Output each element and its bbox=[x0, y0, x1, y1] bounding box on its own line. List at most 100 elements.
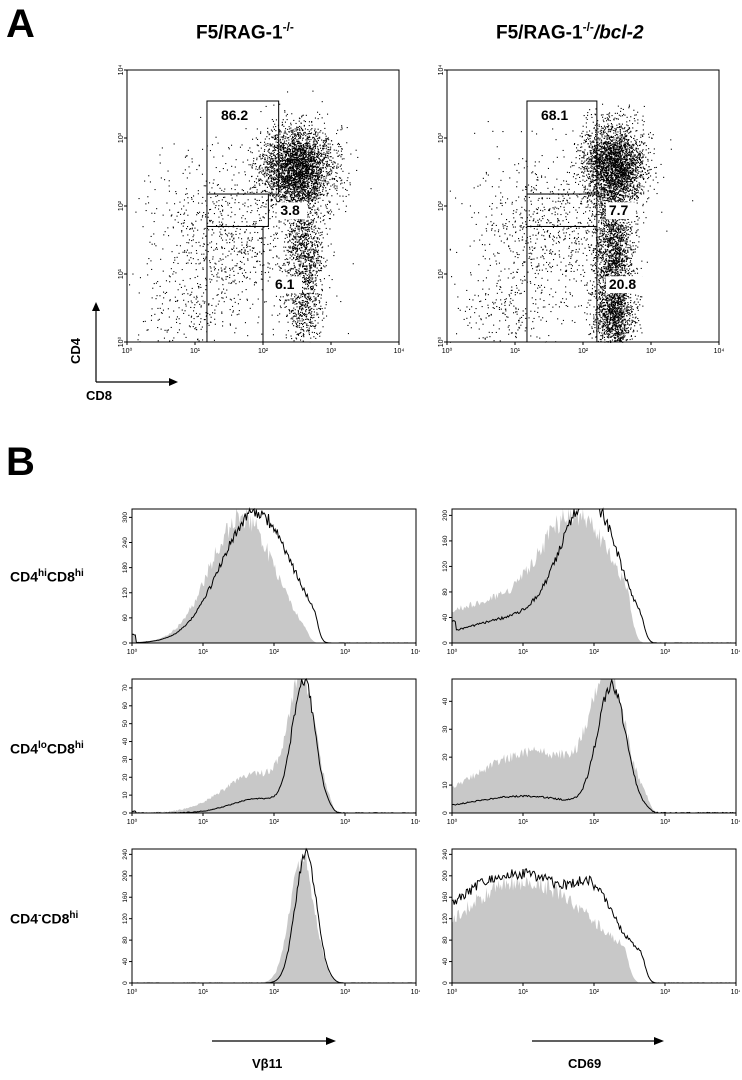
x-tick-label: 10¹ bbox=[198, 649, 209, 656]
y-tick-label: 50 bbox=[122, 720, 129, 728]
gate-percent-label: 86.2 bbox=[221, 107, 248, 123]
y-tick-label: 70 bbox=[122, 684, 129, 692]
up-arrow-icon bbox=[92, 302, 100, 311]
xlabel-cd69: CD69 bbox=[568, 1056, 602, 1071]
y-tick-label: 0 bbox=[122, 811, 129, 815]
y-tick-label: 0 bbox=[122, 641, 129, 645]
y-tick-label: 10² bbox=[438, 200, 445, 211]
x-tick-label: 10¹ bbox=[510, 348, 521, 355]
x-tick-label: 10³ bbox=[660, 649, 671, 656]
dot-cloud bbox=[449, 103, 694, 343]
x-tick-label: 10³ bbox=[660, 819, 671, 826]
x-tick-label: 10⁰ bbox=[447, 988, 458, 996]
x-tick-label: 10¹ bbox=[518, 649, 529, 656]
column-title-2: F5/RAG-1-/-/bcl-2 bbox=[496, 20, 644, 44]
x-tick-label: 10⁴ bbox=[411, 649, 420, 656]
x-tick-label: 10⁴ bbox=[394, 348, 405, 355]
y-tick-label: 0 bbox=[442, 811, 449, 815]
line-histogram bbox=[131, 847, 416, 984]
y-tick-label: 40 bbox=[122, 738, 129, 746]
x-tick-label: 10¹ bbox=[190, 348, 201, 355]
shaded-histogram bbox=[132, 509, 416, 643]
x-tick-label: 10³ bbox=[646, 348, 657, 355]
plot-frame bbox=[451, 678, 737, 814]
gate-box bbox=[206, 193, 269, 227]
y-tick-label: 10² bbox=[118, 200, 125, 211]
plot-frame bbox=[131, 678, 417, 814]
x-tick-label: 10⁰ bbox=[442, 347, 453, 355]
plot-frame bbox=[451, 848, 737, 984]
gate-percent-label: 6.1 bbox=[275, 276, 295, 292]
y-tick-label: 240 bbox=[442, 849, 449, 860]
y-tick-label: 10 bbox=[442, 781, 449, 789]
y-tick-label: 60 bbox=[122, 614, 129, 622]
x-tick-label: 10² bbox=[269, 649, 280, 656]
y-tick-label: 80 bbox=[442, 588, 449, 596]
y-tick-label: 80 bbox=[442, 936, 449, 944]
y-tick-label: 0 bbox=[442, 641, 449, 645]
y-tick-label: 10⁴ bbox=[118, 65, 125, 76]
plot-frame bbox=[131, 508, 417, 644]
plot-frame bbox=[131, 848, 417, 984]
panel-label-b: B bbox=[6, 440, 35, 484]
y-tick-label: 10³ bbox=[438, 132, 445, 143]
plot-frame bbox=[451, 508, 737, 644]
shaded-histogram bbox=[132, 854, 416, 983]
x-tick-label: 10⁴ bbox=[411, 819, 420, 826]
x-tick-label: 10² bbox=[589, 649, 600, 656]
y-tick-label: 300 bbox=[122, 512, 129, 523]
y-tick-label: 40 bbox=[442, 697, 449, 705]
y-tick-label: 160 bbox=[122, 891, 129, 902]
x-tick-label: 10³ bbox=[660, 989, 671, 996]
x-tick-label: 10³ bbox=[340, 649, 351, 656]
x-tick-label: 10² bbox=[589, 989, 600, 996]
y-tick-label: 200 bbox=[442, 870, 449, 881]
y-tick-label: 10⁰ bbox=[117, 337, 125, 348]
y-tick-label: 240 bbox=[122, 849, 129, 860]
x-tick-label: 10² bbox=[269, 819, 280, 826]
y-tick-label: 30 bbox=[442, 725, 449, 733]
y-tick-label: 40 bbox=[442, 958, 449, 966]
histogram-r2-c1: 10⁰ 10¹ 10² 10³ 10⁴ 0 10 20 30 40 50 60 70 bbox=[122, 678, 420, 826]
x-tick-label: 10⁴ bbox=[714, 348, 725, 355]
x-tick-label: 10⁴ bbox=[731, 819, 740, 826]
x-tick-label: 10⁰ bbox=[447, 648, 458, 656]
y-tick-label: 40 bbox=[122, 958, 129, 966]
gate-percent-label: 7.7 bbox=[609, 202, 629, 218]
histogram-r1-c1: 10⁰ 10¹ 10² 10³ 10⁴ 0 60 120 180 240 300 bbox=[122, 507, 420, 656]
row-label-cd4lo-cd8hi: CD4loCD8hi bbox=[10, 740, 84, 757]
x-tick-label: 10² bbox=[578, 348, 589, 355]
x-tick-label: 10² bbox=[269, 989, 280, 996]
right-arrow-icon bbox=[326, 1037, 336, 1045]
y-tick-label: 0 bbox=[442, 981, 449, 985]
x-tick-label: 10² bbox=[589, 819, 600, 826]
y-tick-label: 0 bbox=[122, 981, 129, 985]
histogram-r1-c2: 10⁰ 10¹ 10² 10³ 10⁴ 0 40 80 120 160 200 bbox=[442, 507, 740, 656]
plot-frame bbox=[446, 69, 720, 343]
gate-box bbox=[526, 193, 598, 227]
row-label-cd4hi-cd8hi: CD4hiCD8hi bbox=[10, 568, 84, 585]
gate-percent-label: 68.1 bbox=[541, 107, 568, 123]
vb11-arrow bbox=[212, 1037, 336, 1045]
x-tick-label: 10⁰ bbox=[127, 818, 138, 826]
x-tick-label: 10³ bbox=[326, 348, 337, 355]
histogram-r3-c2: 10⁰ 10¹ 10² 10³ 10⁴ 0 40 80 120 160 200 240 bbox=[442, 848, 740, 996]
x-tick-label: 10⁰ bbox=[447, 818, 458, 826]
axis-arrows bbox=[92, 302, 178, 386]
y-tick-label: 180 bbox=[122, 562, 129, 573]
y-tick-label: 20 bbox=[442, 753, 449, 761]
y-tick-label: 160 bbox=[442, 891, 449, 902]
x-tick-label: 10⁰ bbox=[127, 988, 138, 996]
y-tick-label: 80 bbox=[122, 936, 129, 944]
xlabel-vb11: Vβ11 bbox=[252, 1056, 283, 1071]
y-tick-label: 10⁴ bbox=[438, 65, 445, 76]
right-arrow-icon bbox=[654, 1037, 664, 1045]
x-tick-label: 10³ bbox=[340, 989, 351, 996]
y-tick-label: 30 bbox=[122, 755, 129, 763]
gate-percent-label: 20.8 bbox=[609, 276, 636, 292]
y-tick-label: 10¹ bbox=[118, 268, 125, 279]
x-tick-label: 10¹ bbox=[518, 819, 529, 826]
y-tick-label: 10¹ bbox=[438, 268, 445, 279]
y-tick-label: 40 bbox=[442, 613, 449, 621]
